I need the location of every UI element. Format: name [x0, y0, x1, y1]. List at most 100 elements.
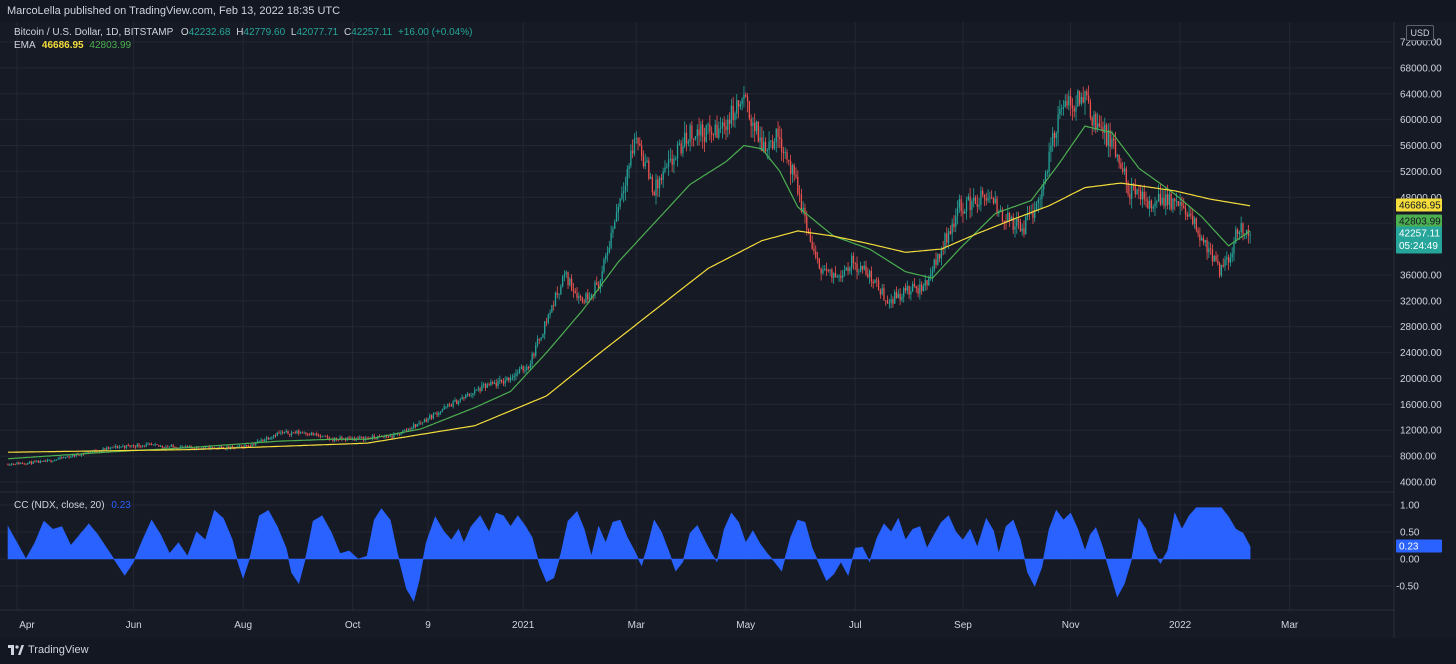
time-tick-label: May	[736, 620, 755, 631]
candle	[716, 115, 718, 139]
publisher-text: MarcoLella published on TradingView.com,…	[7, 5, 341, 17]
candle	[474, 387, 476, 396]
candle	[802, 201, 804, 215]
candle-body	[1211, 249, 1214, 262]
time-tick-label: Aug	[234, 620, 252, 631]
candle-body	[596, 282, 598, 285]
candle	[441, 408, 444, 413]
candle	[831, 267, 833, 283]
candle	[1062, 99, 1065, 116]
candle	[526, 363, 528, 373]
candle-body	[1114, 140, 1117, 157]
candle	[535, 342, 537, 358]
candle-body	[570, 278, 573, 290]
candle	[504, 376, 506, 387]
candle	[9, 463, 11, 466]
candle-body	[57, 458, 59, 460]
candle	[653, 190, 655, 196]
candle-body	[21, 463, 24, 464]
candle-body	[278, 432, 280, 434]
candle	[172, 443, 174, 448]
tradingview-brand[interactable]: TradingView	[8, 644, 89, 656]
candle-body	[881, 288, 883, 295]
candle	[41, 460, 43, 463]
candle-body	[858, 271, 860, 273]
candle	[25, 463, 27, 466]
candle-body	[856, 263, 858, 273]
candle-body	[104, 448, 106, 450]
candle-body	[1233, 242, 1235, 254]
candle	[894, 289, 896, 304]
time-tick-label: Mar	[628, 620, 646, 631]
candle	[1141, 187, 1144, 208]
candle	[27, 462, 29, 466]
candle-body	[1016, 218, 1018, 227]
candle	[1179, 193, 1181, 215]
candle	[569, 277, 571, 287]
candle-body	[1147, 200, 1149, 209]
candle	[750, 114, 752, 138]
candle-body	[251, 444, 253, 447]
candle	[982, 187, 984, 198]
candle-body	[707, 124, 709, 126]
legend-low-label: L	[290, 27, 297, 38]
candle-body	[843, 270, 846, 276]
candle	[113, 445, 115, 448]
candle-body	[865, 265, 867, 275]
candle-body	[46, 460, 49, 462]
candle-body	[565, 272, 567, 275]
candle	[23, 462, 25, 465]
candle	[156, 444, 158, 445]
candle	[414, 423, 417, 429]
candle	[542, 333, 544, 339]
candle-body	[675, 158, 677, 160]
candle-body	[395, 434, 397, 435]
candle	[127, 443, 129, 447]
candle-body	[1071, 105, 1074, 109]
candle	[732, 96, 734, 127]
candle	[461, 394, 463, 400]
candle-body	[1190, 213, 1192, 216]
candle	[863, 261, 865, 271]
legend-ema-label[interactable]: EMA	[14, 40, 36, 51]
candle-body	[976, 203, 978, 207]
candle-body	[504, 380, 506, 384]
candle-body	[186, 445, 189, 448]
price-tick-label: 36000.00	[1400, 270, 1442, 281]
candle	[224, 449, 226, 451]
candle	[1003, 220, 1005, 230]
legend-cc-label[interactable]: CC (NDX, close, 20)	[14, 500, 105, 511]
chart-area[interactable]: 72000.00 68000.00 64000.00 60000.00 56000.00…	[0, 22, 1456, 638]
candle-body	[617, 206, 619, 213]
candle	[728, 112, 731, 135]
candle-body	[763, 141, 765, 151]
candle-body	[1175, 201, 1178, 202]
price-tick-label: 8000.00	[1400, 452, 1437, 463]
candle	[427, 417, 429, 423]
candle-body	[728, 119, 731, 124]
candle	[124, 445, 126, 450]
candle	[274, 433, 277, 438]
candle-body	[1193, 218, 1196, 224]
candle-body	[1231, 253, 1233, 258]
chart-canvas[interactable]: 72000.00 68000.00 64000.00 60000.00 56000.00…	[0, 22, 1456, 638]
candle-body	[325, 435, 327, 437]
candle-body	[542, 333, 544, 338]
candle	[280, 430, 282, 436]
time-tick-label: Nov	[1062, 620, 1080, 631]
candle-body	[210, 446, 212, 450]
badge-countdown: 05:24:49	[1399, 241, 1438, 252]
candle-body	[19, 463, 22, 465]
candle	[730, 98, 733, 129]
candle	[308, 432, 311, 436]
candle	[109, 447, 111, 451]
candle-body	[612, 228, 614, 233]
candle	[612, 226, 614, 239]
currency-label[interactable]: USD	[1406, 25, 1434, 41]
candle	[657, 175, 659, 197]
candle	[466, 391, 469, 397]
candle-body	[1245, 229, 1248, 235]
candle-body	[1235, 229, 1237, 243]
time-tick-label: Jul	[849, 620, 862, 631]
legend-symbol[interactable]: Bitcoin / U.S. Dollar, 1D, BITSTAMP	[14, 27, 174, 38]
